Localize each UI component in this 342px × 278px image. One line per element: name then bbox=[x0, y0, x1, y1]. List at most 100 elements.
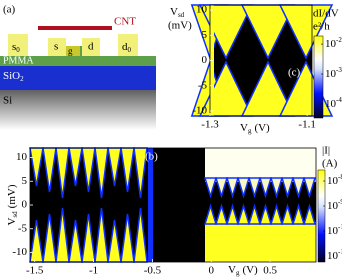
panel-label: (b) bbox=[145, 151, 158, 163]
map-region bbox=[280, 177, 295, 199]
y-tick-label: -5 bbox=[18, 222, 28, 234]
map-region bbox=[258, 177, 273, 199]
map-region bbox=[302, 203, 317, 225]
axis-label-main: V bbox=[228, 264, 236, 276]
colorbar-tick-label: 10-10 bbox=[327, 223, 342, 237]
map-region bbox=[247, 203, 262, 225]
layer-sub: 2 bbox=[20, 75, 24, 83]
map-region bbox=[214, 177, 229, 199]
axis-label-sub: g bbox=[236, 269, 240, 277]
map-region bbox=[302, 177, 317, 199]
panel-label: (a) bbox=[3, 4, 16, 16]
colorbar-tick-label: 10-4 bbox=[325, 96, 342, 110]
colorbar-tick-label: 10-3 bbox=[325, 66, 342, 80]
si-layer bbox=[0, 90, 156, 130]
map-region bbox=[205, 148, 316, 182]
x-tick-label: -1.3 bbox=[201, 119, 219, 131]
map-region bbox=[280, 203, 295, 225]
electrode-label: d bbox=[88, 41, 94, 53]
map-region bbox=[236, 203, 251, 225]
axis-label-sub: g bbox=[248, 127, 252, 135]
colorbar-label: (A) bbox=[322, 158, 338, 170]
panel-b: 1050-5-10-1.5-1-0.500.5(b)10-810-910-101… bbox=[6, 145, 342, 277]
tick-base: 10 bbox=[327, 175, 339, 187]
map-region bbox=[225, 177, 240, 199]
y-tick-label: 0 bbox=[202, 54, 208, 66]
sio2-layer bbox=[0, 66, 156, 90]
panel-a: (a) CNT s0 s d d0 g PMMA SiO2 Si bbox=[0, 4, 156, 130]
tick-exp: -2 bbox=[336, 36, 342, 44]
tick-exp: -3 bbox=[336, 66, 342, 74]
map-region bbox=[291, 203, 306, 225]
colorbar-tick-label: 10-8 bbox=[327, 173, 342, 187]
layer-label: PMMA bbox=[3, 55, 34, 66]
axis-label: Vg (V) bbox=[240, 122, 270, 135]
gate-label: g bbox=[68, 46, 73, 56]
y-tick-label: 10 bbox=[16, 151, 28, 163]
layer-name: SiO bbox=[3, 70, 20, 82]
axis-label-unit: (mV) bbox=[6, 184, 18, 208]
cnt-label: CNT bbox=[114, 16, 136, 28]
y-tick-label: -5 bbox=[198, 79, 208, 91]
tick-exp: -8 bbox=[338, 173, 342, 181]
panel-label: (c) bbox=[288, 67, 301, 79]
map-stripe bbox=[148, 148, 153, 262]
map-region bbox=[269, 177, 284, 199]
tick-base: 10 bbox=[325, 68, 337, 80]
colorbar-label: dI/dV bbox=[313, 8, 339, 20]
electrode bbox=[8, 34, 28, 56]
tick-exp: -11 bbox=[338, 248, 342, 256]
colorbar-label: e²/h bbox=[313, 21, 330, 33]
y-tick-label: -10 bbox=[12, 246, 27, 258]
colorbar bbox=[313, 35, 324, 119]
map-region bbox=[214, 203, 229, 225]
electrode-name: s bbox=[12, 41, 16, 53]
x-tick-label: -1 bbox=[89, 265, 98, 277]
axis-label: Vsd (mV) bbox=[6, 184, 19, 225]
tick-base: 10 bbox=[325, 97, 337, 109]
colorbar-label: |I| bbox=[322, 145, 330, 157]
y-tick-label: 10 bbox=[196, 4, 208, 16]
y-tick-label: 5 bbox=[22, 175, 28, 187]
y-tick-label: 0 bbox=[22, 199, 28, 211]
axis-label-sub: sd bbox=[11, 211, 19, 218]
axis-label-main: V bbox=[170, 6, 178, 18]
axis-label-main: V bbox=[6, 218, 18, 226]
electrode-label: s bbox=[54, 41, 58, 53]
x-tick-label: -1.5 bbox=[26, 265, 44, 277]
electrode-name: d bbox=[122, 41, 128, 53]
tick-base: 10 bbox=[327, 250, 339, 262]
axis-label: Vg (V) bbox=[228, 264, 258, 277]
electrode bbox=[82, 38, 100, 56]
electrode-label: d0 bbox=[122, 41, 132, 54]
axis-label-sub: sd bbox=[178, 11, 185, 19]
x-tick-label: 0 bbox=[209, 265, 215, 277]
axis-label-unit: (V) bbox=[242, 264, 258, 276]
tick-exp: -10 bbox=[338, 223, 342, 231]
colorbar bbox=[317, 169, 326, 263]
tick-base: 10 bbox=[325, 38, 337, 50]
electrode bbox=[118, 34, 138, 56]
y-tick-label: 5 bbox=[202, 29, 208, 41]
electrode-label: s0 bbox=[12, 41, 20, 54]
electrode bbox=[48, 38, 66, 56]
map-region bbox=[247, 177, 262, 199]
map-region bbox=[291, 177, 306, 199]
map-region bbox=[203, 203, 218, 225]
tick-base: 10 bbox=[327, 225, 339, 237]
axis-label-unit: (V) bbox=[254, 122, 270, 134]
tick-base: 10 bbox=[327, 200, 339, 212]
map-region bbox=[258, 203, 273, 225]
x-tick-label: -0.5 bbox=[144, 265, 162, 277]
map-region bbox=[205, 222, 316, 262]
gate bbox=[62, 46, 80, 56]
map-region bbox=[225, 203, 240, 225]
tick-exp: -9 bbox=[338, 198, 342, 206]
electrode-sub: 0 bbox=[16, 46, 20, 54]
map-region bbox=[269, 203, 284, 225]
map-region bbox=[203, 177, 218, 199]
layer-label: SiO2 bbox=[3, 70, 24, 83]
x-tick-label: 0.5 bbox=[263, 265, 277, 277]
cnt bbox=[38, 26, 112, 30]
